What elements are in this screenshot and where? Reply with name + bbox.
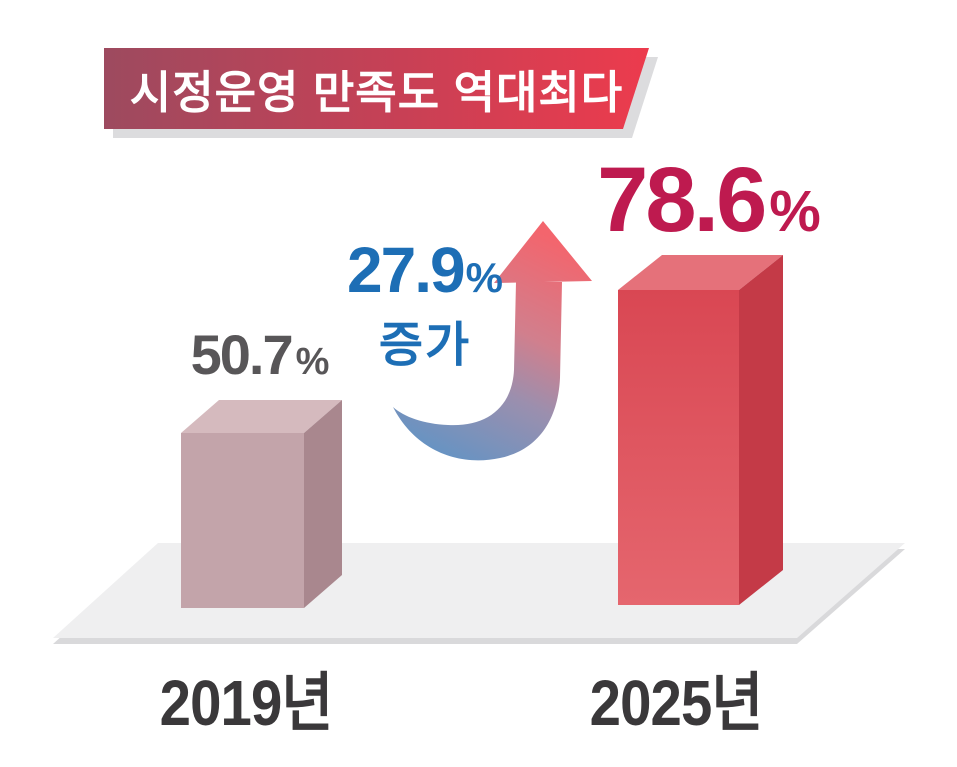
delta-value: 27.9 bbox=[347, 234, 466, 306]
value-2025-unit: % bbox=[769, 179, 821, 244]
category-label-2019: 2019년 bbox=[159, 667, 334, 739]
value-label-2019: 50.7 % bbox=[145, 322, 375, 387]
value-2025: 78.6 bbox=[597, 149, 767, 251]
delta-label: 증가 bbox=[378, 319, 472, 372]
bar-2019 bbox=[181, 400, 342, 608]
growth-arrow-head bbox=[494, 221, 592, 283]
value-label-2025: 78.6 % bbox=[574, 148, 844, 253]
growth-arrow-icon bbox=[393, 221, 592, 461]
bar-2025-side-face bbox=[739, 255, 783, 605]
delta-unit: % bbox=[465, 254, 503, 301]
title-banner: 시정운영 만족도 역대최다 bbox=[104, 48, 649, 129]
page-title: 시정운영 만족도 역대최다 bbox=[129, 67, 624, 118]
category-label-2025: 2025년 bbox=[589, 667, 764, 739]
value-2019-unit: % bbox=[295, 341, 330, 383]
bar-2025-front-face bbox=[618, 290, 739, 605]
bar-2019-top-face bbox=[181, 400, 342, 433]
bar-2019-side-face bbox=[304, 400, 342, 608]
bar-2025-top-face bbox=[618, 255, 783, 290]
delta-annotation: 27.9 % 증가 bbox=[340, 233, 510, 375]
delta-value-line: 27.9 % bbox=[340, 233, 510, 307]
bar-2019-front-face bbox=[181, 433, 304, 608]
growth-arrow-swoosh bbox=[393, 282, 562, 461]
value-2019: 50.7 bbox=[190, 323, 294, 386]
bar-2025 bbox=[618, 255, 783, 605]
